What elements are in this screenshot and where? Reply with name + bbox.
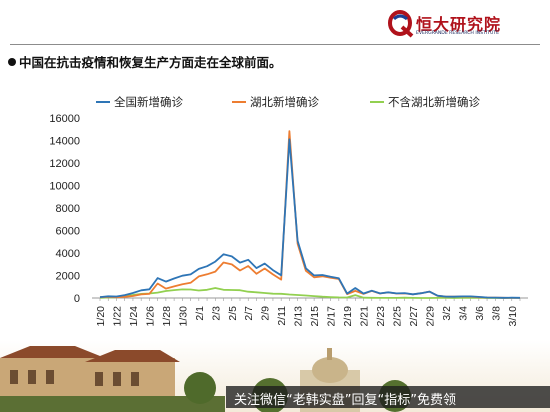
x-tick-label: 1/20: [95, 306, 107, 327]
headline-text: 中国在抗击疫情和恢复生产方面走在全球前面。: [19, 55, 282, 70]
series-line-0: [99, 138, 521, 299]
x-tick-label: 2/9: [260, 306, 272, 321]
x-tick-label: 1/26: [144, 306, 156, 327]
x-tick-label: 2/19: [342, 306, 354, 327]
bullet-icon: [8, 58, 16, 66]
headline: 中国在抗击疫情和恢复生产方面走在全球前面。: [8, 52, 282, 71]
x-tick-label: 2/29: [424, 306, 436, 327]
y-tick-label: 12000: [49, 158, 80, 170]
y-tick-label: 2000: [56, 271, 80, 283]
y-tick-label: 10000: [49, 181, 80, 193]
x-tick-label: 2/25: [391, 306, 403, 327]
y-tick-label: 16000: [49, 113, 80, 125]
footer-architecture-image: [0, 340, 550, 412]
x-tick-label: 2/7: [243, 306, 255, 321]
chart-legend: 全国新增确诊 湖北新增确诊 不含湖北新增确诊: [96, 95, 480, 109]
brand-emblem-icon: [388, 10, 414, 38]
y-tick-label: 8000: [56, 203, 80, 215]
x-tick-label: 2/1: [194, 306, 206, 321]
chart-series: [99, 130, 521, 299]
legend-label: 湖北新增确诊: [250, 95, 319, 109]
x-tick-label: 1/22: [111, 306, 123, 327]
x-tick-label: 2/3: [210, 306, 222, 321]
x-tick-label: 2/27: [408, 306, 420, 327]
x-tick-label: 2/17: [326, 306, 338, 327]
y-axis: 0 2000 4000 6000 8000 10000 12000 14000 16000: [49, 113, 80, 305]
x-tick-label: 2/11: [276, 306, 288, 326]
x-tick-label: 3/10: [507, 306, 519, 327]
x-axis: 1/20 1/22 1/24 1/26 1/28 1/30 2/1 2/3 2/5 2/7 2/9 2…: [92, 297, 528, 327]
y-tick-label: 14000: [49, 136, 80, 148]
x-tick-label: 1/28: [161, 306, 173, 327]
brand-logo: 恒大研究院 EVERGRANDE RESEARCH INSTITUTE: [388, 8, 548, 42]
x-tick-label: 2/23: [375, 306, 387, 327]
series-line-2: [99, 287, 520, 299]
x-tick-label: 2/5: [227, 306, 239, 321]
banner-text: 关注微信“老韩实盘”回复“指标”免费领: [234, 393, 456, 408]
x-tick-label: 3/2: [441, 306, 453, 321]
legend-label: 全国新增确诊: [114, 95, 183, 109]
header-divider: [10, 44, 540, 45]
y-tick-label: 4000: [56, 248, 80, 260]
x-tick-label: 3/4: [457, 306, 469, 321]
brand-name: 恒大研究院: [416, 15, 502, 34]
y-tick-label: 0: [74, 293, 80, 305]
x-tick-label: 2/15: [309, 306, 321, 327]
y-tick-label: 6000: [56, 226, 80, 238]
wechat-banner: 关注微信“老韩实盘”回复“指标”免费领: [226, 386, 550, 408]
x-tick-label: 3/6: [474, 306, 486, 321]
legend-label: 不含湖北新增确诊: [388, 95, 480, 109]
x-tick-label: 3/8: [490, 306, 502, 321]
x-tick-label: 2/21: [359, 306, 371, 327]
x-tick-label: 1/30: [177, 306, 189, 327]
x-tick-label: 1/24: [128, 306, 140, 327]
brand-subtitle: EVERGRANDE RESEARCH INSTITUTE: [416, 31, 500, 36]
x-tick-label: 2/13: [293, 306, 305, 327]
